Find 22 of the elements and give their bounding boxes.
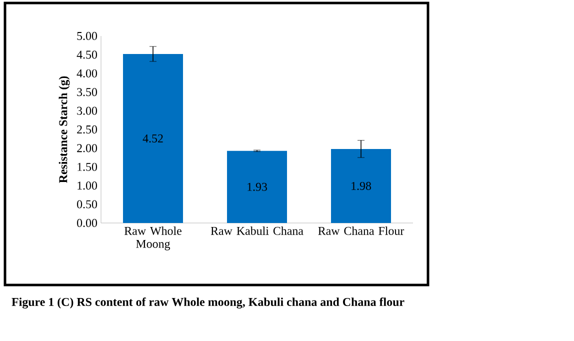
data-label: 4.52 xyxy=(142,134,163,143)
data-label: 1.93 xyxy=(248,182,268,191)
x-tick-label: Raw Chana Flour xyxy=(318,226,404,235)
bar xyxy=(227,150,288,223)
caption: Figure 1 (C) RS content of raw Whole moong, Kabuli chana and Chana flour xyxy=(12,297,404,309)
y-tick-label: 1.00 xyxy=(78,182,98,190)
data-label: 1.98 xyxy=(352,182,372,190)
y-tick-label: 0.00 xyxy=(77,218,98,228)
bar xyxy=(123,54,184,223)
y-tick-label: 2.00 xyxy=(77,144,98,152)
y-tick-label: 5.00 xyxy=(77,32,98,40)
y-axis-title: Resistance Starch (g) xyxy=(58,76,70,183)
y-tick-label: 3.00 xyxy=(77,106,98,115)
bar xyxy=(331,148,392,223)
y-tick-label: 3.50 xyxy=(77,88,98,96)
x-tick-label: Raw Whole Moong xyxy=(124,226,182,250)
y-tick-label: 2.50 xyxy=(77,125,98,134)
y-tick-label: 1.50 xyxy=(78,162,98,171)
x-tick-label: Raw Kabuli Chana xyxy=(210,226,304,235)
y-tick-label: 4.00 xyxy=(76,69,98,78)
y-tick-label: 4.50 xyxy=(76,50,98,59)
y-tick-label: 0.50 xyxy=(77,200,98,208)
